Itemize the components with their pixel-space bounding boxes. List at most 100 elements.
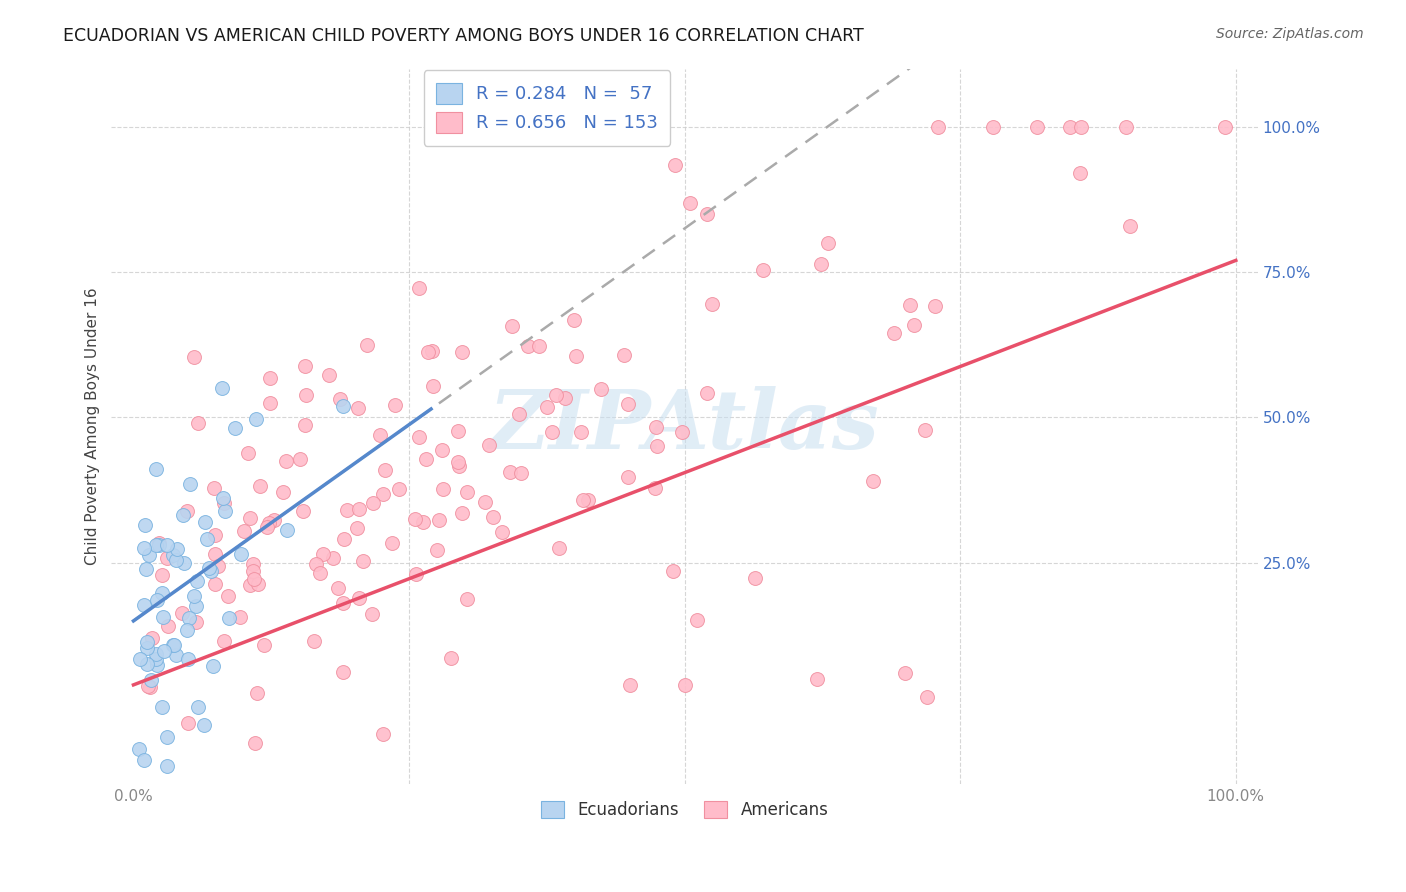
Point bbox=[177, 652, 200, 666]
Point bbox=[744, 571, 766, 585]
Point bbox=[451, 506, 474, 520]
Point bbox=[150, 567, 173, 582]
Point bbox=[451, 345, 474, 359]
Point bbox=[332, 533, 354, 547]
Point bbox=[541, 425, 564, 440]
Point bbox=[619, 678, 641, 692]
Point bbox=[134, 599, 156, 613]
Point bbox=[329, 392, 352, 406]
Point bbox=[135, 641, 157, 656]
Point bbox=[198, 560, 221, 574]
Point bbox=[456, 592, 478, 607]
Point bbox=[408, 281, 430, 295]
Point bbox=[1213, 120, 1236, 134]
Point bbox=[276, 523, 298, 537]
Point bbox=[136, 635, 159, 649]
Point bbox=[564, 350, 586, 364]
Point bbox=[166, 541, 188, 556]
Point bbox=[145, 651, 167, 665]
Point bbox=[894, 666, 917, 681]
Point bbox=[591, 383, 613, 397]
Point bbox=[141, 673, 163, 688]
Point bbox=[368, 427, 391, 442]
Point bbox=[1115, 120, 1137, 134]
Point bbox=[898, 298, 921, 312]
Point bbox=[146, 658, 169, 673]
Point bbox=[432, 483, 454, 497]
Point bbox=[700, 297, 723, 311]
Point bbox=[404, 511, 426, 525]
Point bbox=[679, 196, 702, 211]
Point bbox=[817, 235, 839, 250]
Point bbox=[981, 120, 1004, 134]
Point bbox=[673, 678, 696, 692]
Point bbox=[184, 615, 207, 629]
Point bbox=[671, 425, 693, 439]
Point bbox=[256, 520, 278, 534]
Point bbox=[862, 475, 884, 489]
Point bbox=[1026, 120, 1049, 134]
Point bbox=[426, 543, 449, 558]
Point bbox=[186, 599, 208, 614]
Point bbox=[229, 547, 252, 561]
Point bbox=[232, 524, 254, 539]
Point bbox=[162, 638, 184, 652]
Point bbox=[155, 759, 177, 773]
Point bbox=[529, 339, 551, 353]
Point bbox=[302, 633, 325, 648]
Point bbox=[183, 351, 205, 365]
Point bbox=[449, 458, 471, 473]
Point bbox=[148, 539, 170, 553]
Point bbox=[572, 493, 595, 508]
Point bbox=[474, 494, 496, 508]
Point bbox=[200, 564, 222, 578]
Point bbox=[229, 610, 252, 624]
Point bbox=[510, 466, 533, 480]
Point bbox=[183, 589, 205, 603]
Point bbox=[194, 515, 217, 529]
Point bbox=[883, 326, 905, 341]
Point bbox=[352, 554, 374, 568]
Point bbox=[430, 443, 453, 458]
Point bbox=[176, 624, 198, 638]
Point bbox=[1059, 120, 1081, 134]
Point bbox=[204, 527, 226, 541]
Point bbox=[157, 619, 180, 633]
Point bbox=[170, 606, 193, 620]
Point bbox=[290, 452, 312, 467]
Point bbox=[332, 665, 354, 679]
Point bbox=[562, 313, 585, 327]
Point bbox=[202, 481, 225, 495]
Text: Source: ZipAtlas.com: Source: ZipAtlas.com bbox=[1216, 27, 1364, 41]
Point bbox=[214, 504, 236, 518]
Point bbox=[412, 515, 434, 529]
Point bbox=[217, 589, 239, 603]
Point bbox=[165, 553, 187, 567]
Point bbox=[645, 439, 668, 453]
Point bbox=[405, 567, 427, 582]
Point bbox=[129, 651, 152, 665]
Point bbox=[292, 504, 315, 518]
Point bbox=[274, 454, 297, 468]
Point bbox=[312, 547, 335, 561]
Point bbox=[236, 446, 259, 460]
Point bbox=[134, 754, 156, 768]
Point bbox=[176, 715, 198, 730]
Point bbox=[617, 470, 640, 484]
Point bbox=[187, 416, 209, 430]
Point bbox=[145, 538, 167, 552]
Point bbox=[696, 386, 718, 401]
Point bbox=[150, 586, 173, 600]
Point bbox=[508, 407, 530, 421]
Point bbox=[924, 300, 946, 314]
Point bbox=[179, 611, 201, 625]
Point bbox=[361, 496, 384, 510]
Point bbox=[415, 452, 437, 467]
Point bbox=[554, 391, 576, 405]
Point bbox=[128, 742, 150, 756]
Point bbox=[135, 562, 157, 576]
Text: ECUADORIAN VS AMERICAN CHILD POVERTY AMONG BOYS UNDER 16 CORRELATION CHART: ECUADORIAN VS AMERICAN CHILD POVERTY AMO… bbox=[63, 27, 865, 45]
Point bbox=[195, 532, 218, 546]
Point bbox=[145, 647, 167, 661]
Point bbox=[165, 648, 187, 662]
